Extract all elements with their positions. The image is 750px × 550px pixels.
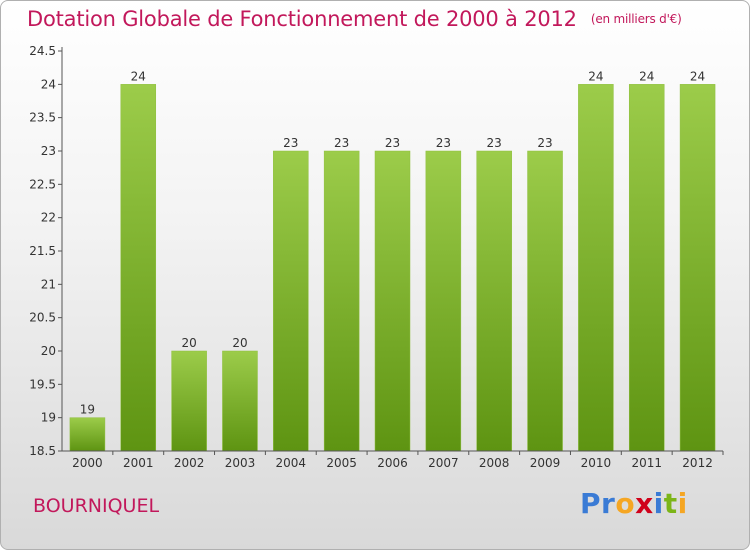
bar-2000 bbox=[69, 417, 106, 452]
data-label-2012: 24 bbox=[690, 69, 705, 83]
x-tick-label-2004: 2004 bbox=[276, 456, 307, 470]
x-tick-label-2012: 2012 bbox=[682, 456, 713, 470]
data-label-2005: 23 bbox=[334, 136, 349, 150]
bars-group: 19 24 20 20 23 23 23 23 23 23 24 24 24 bbox=[69, 69, 716, 452]
y-tick-label-19.5: 19.5 bbox=[29, 377, 56, 391]
y-tick-label-24: 24 bbox=[41, 77, 56, 91]
bar-2009 bbox=[527, 150, 563, 452]
x-tick-label-2011: 2011 bbox=[631, 456, 662, 470]
bar-2004 bbox=[273, 150, 309, 452]
data-label-2004: 23 bbox=[283, 136, 298, 150]
y-tick-label-20: 20 bbox=[41, 344, 56, 358]
y-tick-label-20.5: 20.5 bbox=[29, 311, 56, 325]
x-tick-label-2005: 2005 bbox=[326, 456, 357, 470]
proxiti-logo: Proxiti bbox=[580, 487, 688, 520]
data-label-2008: 23 bbox=[487, 136, 502, 150]
x-tick-label-2006: 2006 bbox=[377, 456, 408, 470]
logo-letter: x bbox=[635, 487, 654, 520]
bar-2008 bbox=[476, 150, 512, 452]
y-tick-label-22.5: 22.5 bbox=[29, 177, 56, 191]
x-tick-label-2002: 2002 bbox=[174, 456, 205, 470]
bar-2001 bbox=[120, 84, 157, 452]
x-tick-label-2000: 2000 bbox=[72, 456, 103, 470]
y-tick-label-19: 19 bbox=[41, 411, 56, 425]
x-tick-label-2001: 2001 bbox=[123, 456, 154, 470]
data-label-2002: 20 bbox=[181, 336, 196, 350]
logo-letter: o bbox=[615, 487, 636, 520]
x-tick-label-2007: 2007 bbox=[428, 456, 459, 470]
y-tick-label-22: 22 bbox=[41, 211, 56, 225]
x-tick-label-2010: 2010 bbox=[581, 456, 612, 470]
bar-2007 bbox=[425, 150, 462, 452]
data-label-2007: 23 bbox=[436, 136, 451, 150]
data-label-2006: 23 bbox=[385, 136, 400, 150]
data-label-2001: 24 bbox=[131, 69, 146, 83]
chart-title: Dotation Globale de Fonctionnement de 20… bbox=[27, 7, 682, 31]
logo-letter: t bbox=[663, 487, 678, 520]
data-label-2010: 24 bbox=[588, 69, 603, 83]
commune-name: BOURNIQUEL bbox=[33, 495, 160, 517]
title-text: Dotation Globale de Fonctionnement de 20… bbox=[27, 7, 577, 31]
logo-letter: r bbox=[601, 487, 616, 520]
bar-2012 bbox=[679, 84, 716, 452]
data-label-2003: 20 bbox=[232, 336, 247, 350]
data-label-2000: 19 bbox=[80, 403, 95, 417]
data-label-2009: 23 bbox=[537, 136, 552, 150]
bar-2011 bbox=[628, 84, 665, 452]
bar-2002 bbox=[171, 350, 207, 452]
y-tick-label-23.5: 23.5 bbox=[29, 111, 56, 125]
bar-2005 bbox=[323, 150, 360, 452]
logo-letter: i bbox=[677, 487, 688, 520]
logo-letter: P bbox=[580, 487, 602, 520]
axes-group: 2000 2001 2002 2003 2004 2005 2006 2007 2008 2009… bbox=[29, 44, 724, 470]
x-tick-label-2009: 2009 bbox=[530, 456, 561, 470]
y-tick-label-21: 21 bbox=[41, 277, 56, 291]
bar-2003 bbox=[222, 350, 258, 452]
y-tick-label-18.5: 18.5 bbox=[29, 444, 56, 458]
y-tick-label-24.5: 24.5 bbox=[29, 44, 56, 58]
y-tick-label-23: 23 bbox=[41, 144, 56, 158]
x-tick-label-2003: 2003 bbox=[225, 456, 256, 470]
y-tick-label-21.5: 21.5 bbox=[29, 244, 56, 258]
title-unit: (en milliers d'€) bbox=[590, 12, 682, 26]
bar-2006 bbox=[374, 150, 411, 452]
bar-2010 bbox=[578, 84, 614, 452]
x-tick-label-2008: 2008 bbox=[479, 456, 510, 470]
logo-letter: i bbox=[653, 487, 664, 520]
data-label-2011: 24 bbox=[639, 69, 654, 83]
